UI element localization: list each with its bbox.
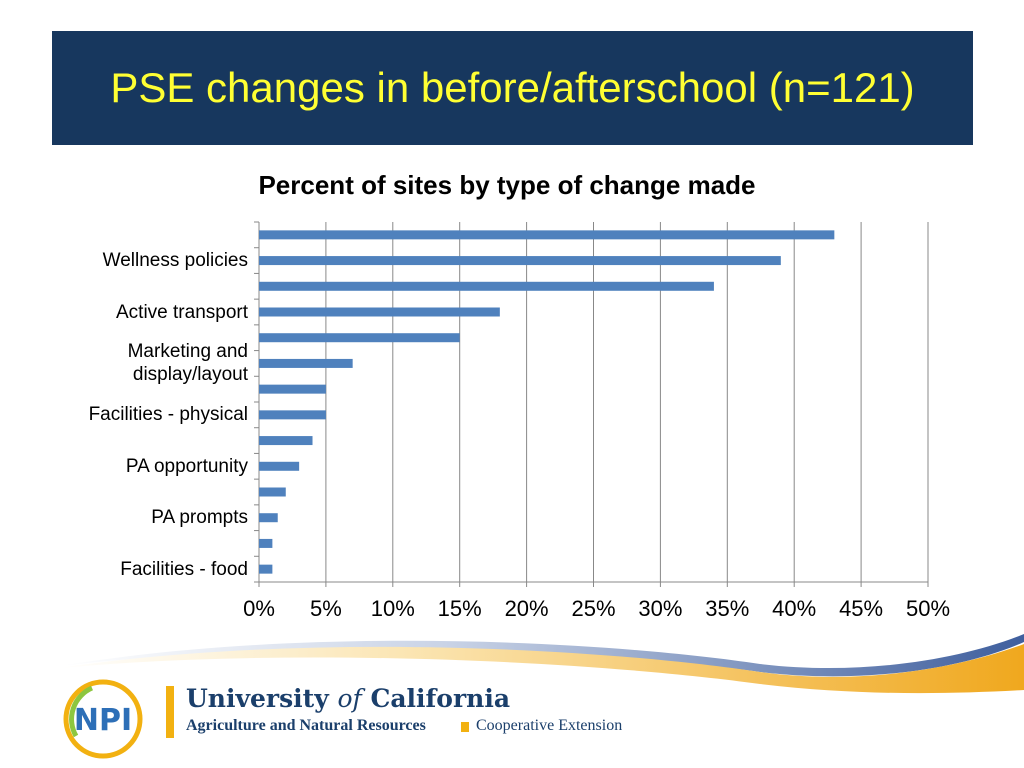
bar <box>259 281 714 291</box>
x-tick-label: 20% <box>505 596 549 621</box>
slide-title: PSE changes in before/afterschool (n=121… <box>110 64 915 111</box>
x-tick-label: 50% <box>906 596 950 621</box>
category-label: Wellness policies <box>102 250 248 272</box>
uc-name: University of California <box>186 684 511 713</box>
x-tick-label: 10% <box>371 596 415 621</box>
uc-accent-bar <box>166 686 174 738</box>
extension-accent <box>461 722 469 732</box>
category-label: Facilities - physical <box>88 404 248 426</box>
cooperative-extension: Cooperative Extension <box>476 717 623 734</box>
x-tick-label: 45% <box>839 596 883 621</box>
category-label: Active transport <box>116 301 248 323</box>
bar <box>259 538 273 548</box>
bar <box>259 436 313 446</box>
title-banner: PSE changes in before/afterschool (n=121… <box>52 31 973 145</box>
x-tick-label: 35% <box>705 596 749 621</box>
category-label: PA opportunity <box>125 455 248 477</box>
category-label: PA prompts <box>151 507 248 529</box>
x-tick-label: 40% <box>772 596 816 621</box>
bar <box>259 461 300 471</box>
category-label: Facilities - food <box>120 558 248 580</box>
x-tick-label: 15% <box>438 596 482 621</box>
category-label: Marketing and display/layout <box>127 341 248 386</box>
bar <box>259 358 353 368</box>
bar <box>259 410 326 420</box>
npi-logo: NPI <box>63 679 143 759</box>
bar <box>259 230 835 240</box>
bar-chart: 0% 5% 10% 15% 20% 25% 30% 35% 40% 45% 50% <box>243 221 950 621</box>
x-tick-label: 0% <box>243 596 275 621</box>
x-tick-label: 5% <box>310 596 342 621</box>
bar <box>259 564 273 574</box>
x-tick-label: 30% <box>638 596 682 621</box>
npi-logo-text: NPI <box>74 703 132 738</box>
bar <box>259 384 326 394</box>
bar <box>259 487 286 497</box>
bar <box>259 513 278 523</box>
chart-title: Percent of sites by type of change made <box>258 170 756 200</box>
bar <box>259 307 500 317</box>
bar <box>259 333 460 343</box>
bar <box>259 256 781 266</box>
x-tick-label: 25% <box>571 596 615 621</box>
uc-unit: Agriculture and Natural Resources <box>186 717 426 734</box>
footer-swoosh <box>60 634 1024 694</box>
